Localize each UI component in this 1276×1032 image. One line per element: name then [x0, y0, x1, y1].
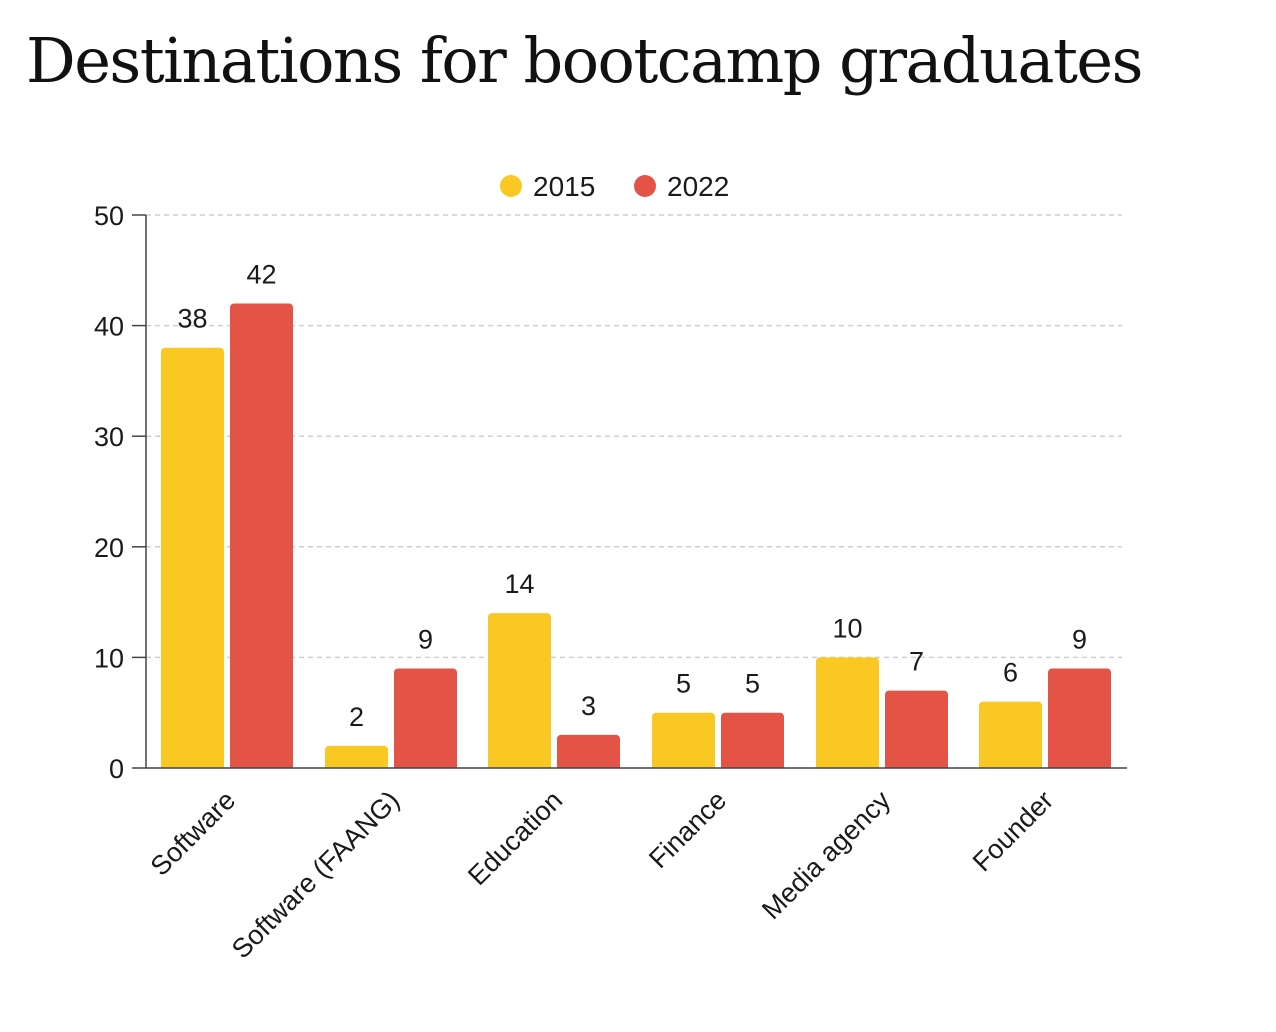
value-label: 3 — [581, 691, 596, 721]
bar-finance-2015 — [652, 712, 715, 768]
y-tick-label: 10 — [94, 643, 124, 673]
y-tick-label: 30 — [94, 422, 124, 452]
y-tick-label: 40 — [94, 312, 124, 342]
gridlines — [146, 214, 1122, 659]
bar-base — [557, 764, 620, 768]
bar-software-2015 — [161, 347, 224, 768]
value-label: 9 — [418, 624, 433, 654]
value-label: 6 — [1003, 658, 1018, 688]
bar-base — [325, 764, 388, 768]
y-tick-label: 20 — [94, 533, 124, 563]
bar-software-faang-2022 — [394, 668, 457, 768]
bar-base — [394, 764, 457, 768]
bar-base — [161, 764, 224, 768]
value-label: 14 — [504, 569, 534, 599]
bar-base — [1048, 764, 1111, 768]
bar-base — [816, 764, 879, 768]
chart-title: Destinations for bootcamp graduates — [26, 24, 1143, 97]
legend-marker-2022 — [634, 175, 656, 197]
bars — [161, 303, 1111, 768]
y-tick-label: 50 — [94, 201, 124, 231]
value-label: 9 — [1072, 624, 1087, 654]
y-axis-ticks: 0 10 20 30 40 50 — [94, 201, 146, 784]
legend: 2015 2022 — [500, 171, 729, 202]
bar-base — [885, 764, 948, 768]
legend-marker-2015 — [500, 175, 522, 197]
bar-base — [652, 764, 715, 768]
x-tick-label: Founder — [967, 785, 1059, 877]
x-tick-label: Education — [462, 785, 568, 891]
bar-education-2015 — [488, 613, 551, 768]
value-label: 10 — [832, 613, 862, 643]
x-tick-label: Media agency — [756, 785, 896, 925]
bar-software-2022 — [230, 303, 293, 768]
value-label: 7 — [909, 647, 924, 677]
bar-base — [979, 764, 1042, 768]
x-tick-label: Software — [145, 785, 242, 882]
bar-education-2022 — [557, 734, 620, 768]
bar-founder-2015 — [979, 701, 1042, 768]
value-label: 5 — [745, 669, 760, 699]
y-tick-label: 0 — [109, 754, 124, 784]
x-tick-label: Software (FAANG) — [226, 785, 405, 964]
value-labels: 38 42 2 9 14 3 5 5 10 7 6 9 — [177, 259, 1087, 731]
bar-media-agency-2022 — [885, 690, 948, 768]
value-label: 38 — [177, 304, 207, 334]
bar-base — [488, 764, 551, 768]
value-label: 5 — [676, 669, 691, 699]
bar-base — [721, 764, 784, 768]
x-tick-label: Finance — [643, 785, 732, 874]
legend-label-2015: 2015 — [533, 171, 595, 202]
value-label: 2 — [349, 702, 364, 732]
bar-finance-2022 — [721, 712, 784, 768]
legend-label-2022: 2022 — [667, 171, 729, 202]
value-label: 42 — [246, 259, 276, 289]
bar-base — [230, 764, 293, 768]
bar-media-agency-2015 — [816, 657, 879, 768]
bar-software-faang-2015 — [325, 745, 388, 768]
bar-founder-2022 — [1048, 668, 1111, 768]
